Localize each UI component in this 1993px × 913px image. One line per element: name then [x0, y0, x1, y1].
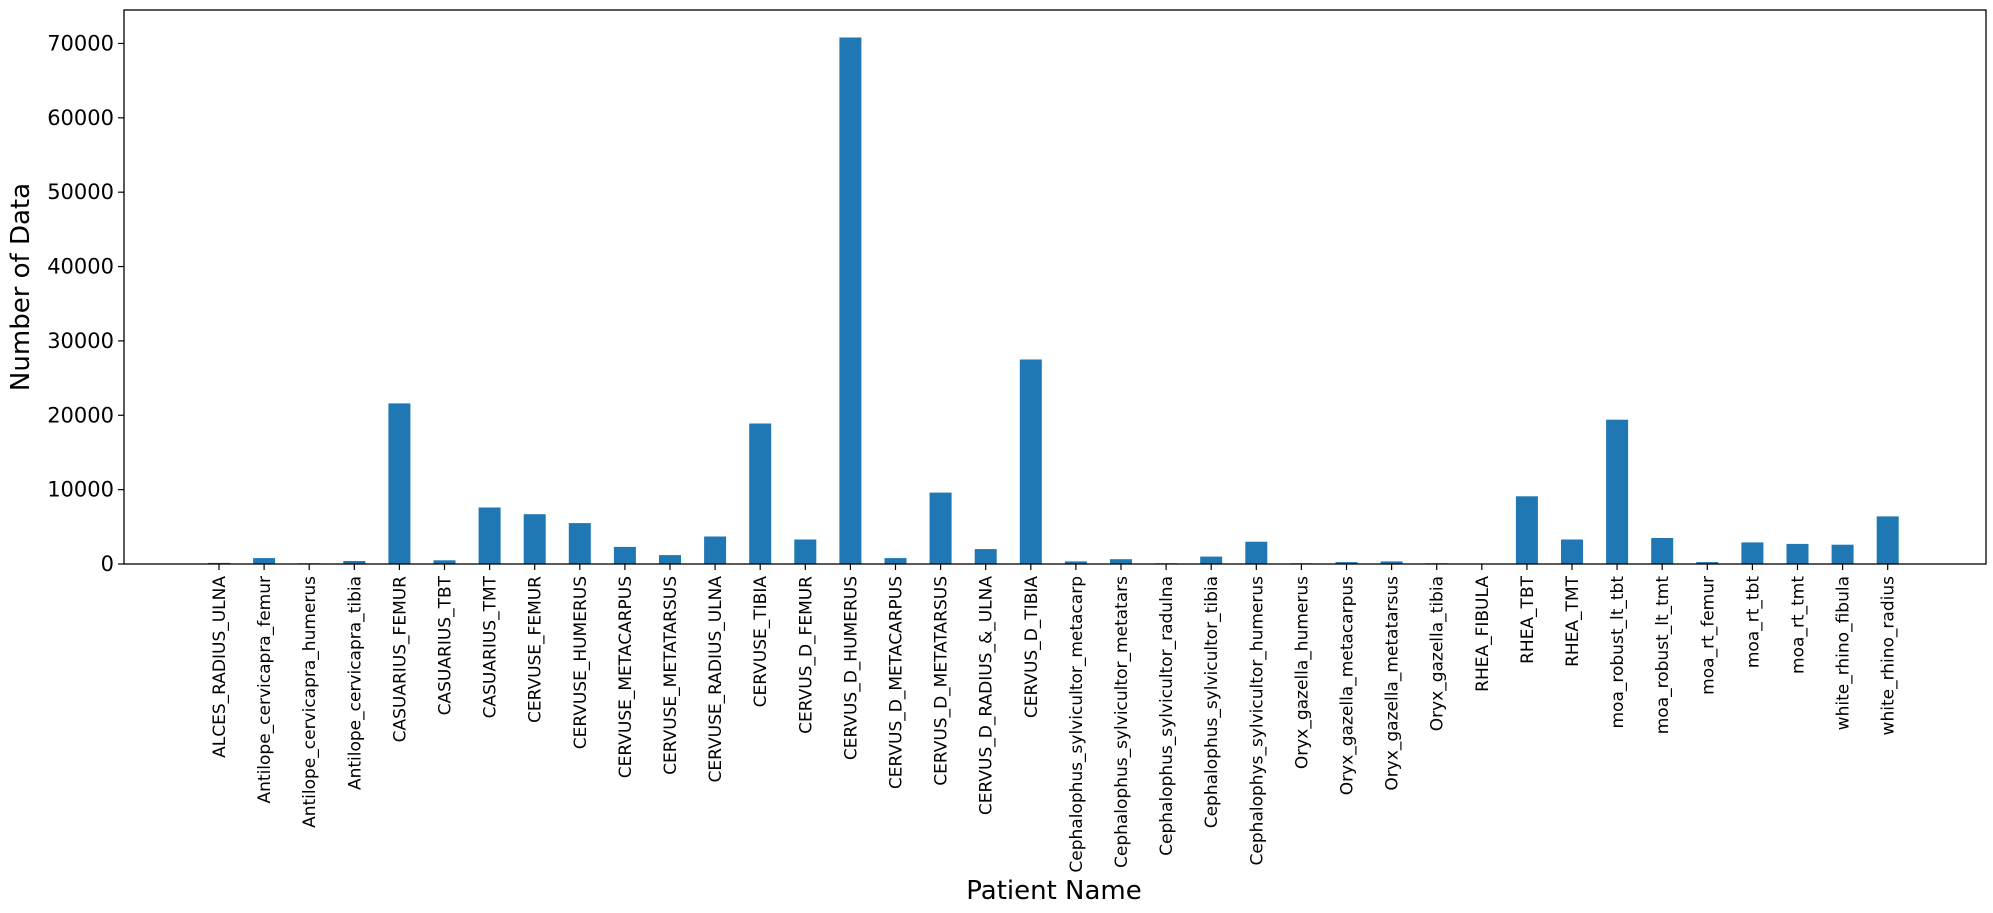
x-tick-label: CERVUSE_METACARPUS [616, 576, 636, 778]
bar [794, 539, 817, 564]
y-tick-label: 10000 [47, 478, 114, 502]
x-tick-label: CASUARIUS_FEMUR [390, 576, 410, 743]
y-tick-label: 70000 [47, 31, 114, 55]
x-tick-label: CERVUS_D_TIBIA [1022, 576, 1042, 719]
x-tick-label: CERVUSE_METATARSUS [661, 576, 681, 775]
bar [1200, 556, 1223, 564]
bar [1335, 562, 1358, 564]
y-tick-label: 20000 [47, 403, 114, 427]
bar [1064, 561, 1087, 564]
bar [1831, 544, 1854, 564]
x-tick-label: Cephalophus_sylvicultor_metacarp [1067, 576, 1087, 873]
x-tick-label: RHEA_TMT [1563, 575, 1583, 667]
x-tick-label: CERVUS_D_METATARSUS [932, 576, 952, 786]
bar [1561, 539, 1583, 564]
bar [1019, 359, 1042, 564]
x-axis-label: Patient Name [966, 876, 1142, 906]
x-tick-label: white_rhino_radius [1879, 576, 1899, 736]
y-axis-ticks: 0 10000 20000 30000 40000 50000 60000 70000 [47, 31, 124, 576]
bar [659, 555, 681, 564]
x-tick-label: Cephalophys_sylvicultor_humerus [1247, 576, 1267, 866]
x-tick-label: white_rhino_fibula [1834, 576, 1854, 730]
x-tick-label: Oryx_gazella_metacarpus [1338, 576, 1358, 795]
bar [929, 492, 952, 564]
x-tick-label: RHEA_FIBULA [1473, 576, 1493, 692]
bar [839, 37, 862, 564]
y-tick-label: 40000 [47, 255, 114, 279]
y-tick-label: 50000 [47, 180, 114, 204]
bar [1380, 561, 1403, 564]
x-tick-label: Antilope_cervicapra_femur [255, 576, 275, 803]
y-tick-label: 60000 [47, 106, 114, 130]
bar [343, 561, 366, 564]
bar [1245, 541, 1268, 564]
x-tick-label: CERVUS_D_FEMUR [796, 576, 816, 734]
bar [1110, 559, 1132, 564]
bar [974, 549, 997, 564]
bar [749, 423, 772, 564]
x-tick-label: CASUARIUS_TMT [481, 575, 501, 718]
bar [1741, 542, 1764, 564]
bar [884, 558, 907, 564]
x-tick-label: CERVUSE_HUMERUS [571, 576, 591, 749]
bar [1876, 516, 1899, 564]
x-tick-label: moa_rt_femur [1698, 576, 1718, 695]
bar [1606, 419, 1629, 564]
x-tick-label: RHEA_TBT [1518, 575, 1538, 664]
x-tick-label: CERVUSE_TIBIA [751, 576, 771, 708]
bar [704, 536, 727, 564]
x-tick-label: CERVUSE_FEMUR [526, 576, 546, 723]
x-axis-ticks: ALCES_RADIUS_ULNA Antilope_cervicapra_fem… [210, 564, 1899, 873]
x-tick-label: CERVUS_D_METACARPUS [887, 576, 907, 789]
bar [1515, 496, 1538, 564]
bar [523, 514, 546, 564]
y-tick-label: 30000 [47, 329, 114, 353]
y-axis-label: Number of Data [6, 183, 36, 391]
x-tick-label: Oryx_gazella_tibia [1428, 576, 1448, 731]
bar [1696, 562, 1719, 564]
x-tick-label: moa_rt_tbt [1743, 576, 1763, 668]
x-tick-label: Cephalophus_sylvicultor_radulna [1157, 576, 1177, 856]
x-tick-label: moa_robust_lt_tbt [1608, 576, 1628, 729]
bars [208, 37, 1899, 564]
x-tick-label: moa_robust_lt_tmt [1653, 576, 1673, 735]
bar [613, 546, 636, 564]
x-tick-label: Oryx_gazella_metatarsus [1383, 576, 1403, 791]
x-tick-label: Oryx_gazella_humerus [1292, 576, 1312, 769]
bar [1651, 538, 1674, 564]
x-tick-label: Cephalophus_sylvicultor_tibia [1202, 576, 1222, 828]
bar [478, 507, 501, 564]
x-tick-label: moa_rt_tmt [1789, 576, 1809, 674]
x-tick-label: CASUARIUS_TBT [436, 575, 456, 715]
x-tick-label: CERVUS_D_RADIUS_&_ULNA [977, 576, 997, 815]
bar [433, 560, 456, 564]
bar [388, 403, 411, 564]
bar [253, 558, 276, 564]
plot-frame [123, 9, 1987, 565]
x-tick-label: Antilope_cervicapra_humerus [300, 576, 320, 828]
x-tick-label: Cephalophus_sylvicultor_metatars [1112, 576, 1132, 868]
x-tick-label: CERVUS_D_HUMERUS [841, 576, 861, 760]
x-tick-label: CERVUSE_RADIUS_ULNA [706, 576, 726, 783]
bar [568, 523, 591, 564]
bar [1786, 543, 1809, 564]
x-tick-label: ALCES_RADIUS_ULNA [210, 576, 230, 758]
y-tick-label: 0 [101, 552, 114, 576]
x-tick-label: Antilope_cervicapra_tibia [345, 576, 365, 790]
